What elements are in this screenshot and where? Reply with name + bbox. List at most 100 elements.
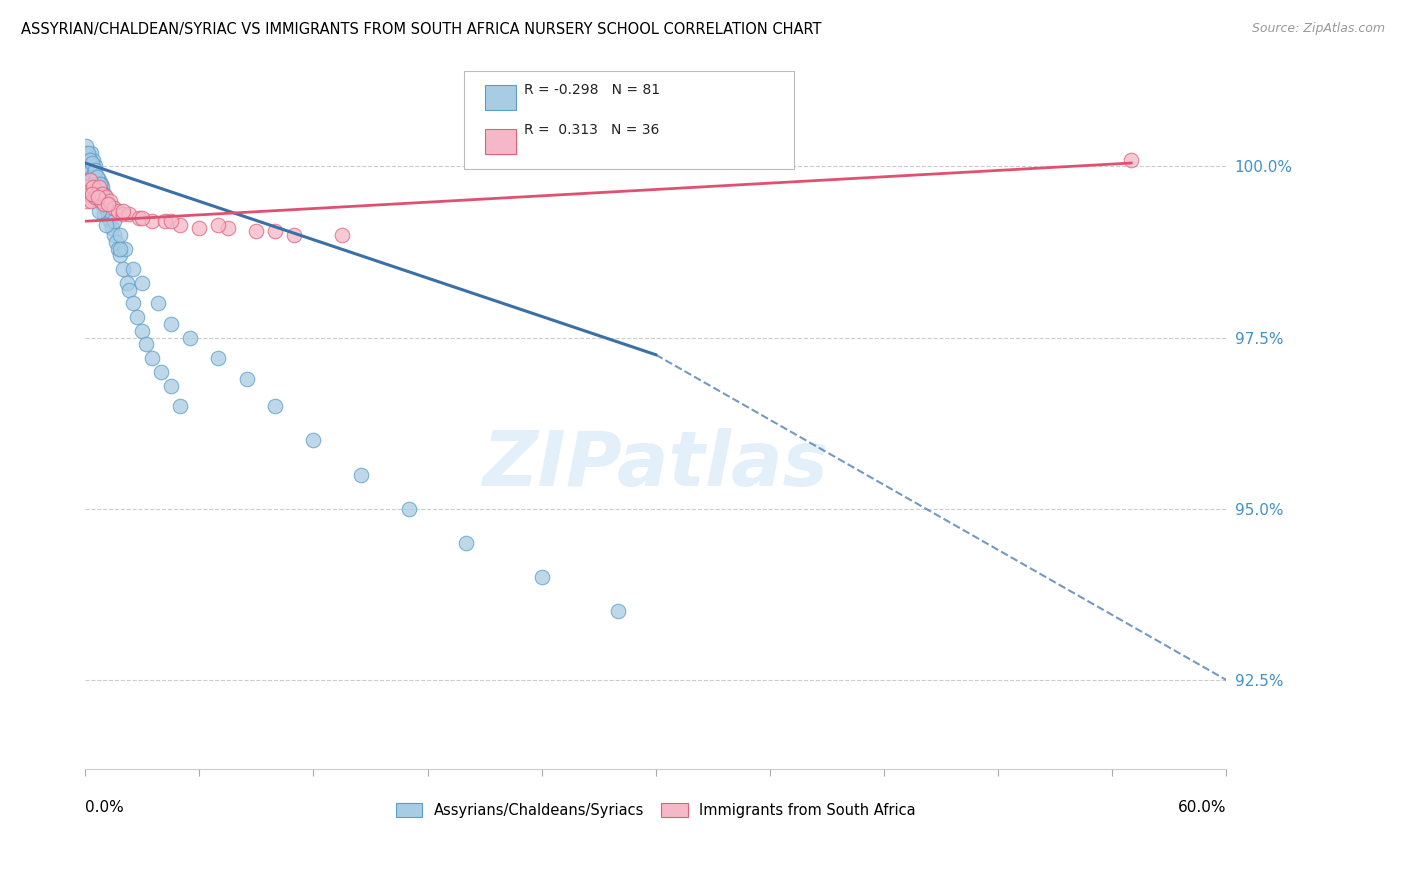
- Point: [91, 180, 114, 194]
- Point: [83, 160, 105, 174]
- Point: [77, 149, 100, 163]
- Text: ASSYRIAN/CHALDEAN/SYRIAC VS IMMIGRANTS FROM SOUTH AFRICA NURSERY SCHOOL CORRELAT: ASSYRIAN/CHALDEAN/SYRIAC VS IMMIGRANTS F…: [21, 22, 821, 37]
- Point: [77, 145, 100, 160]
- Point: [264, 399, 287, 413]
- Point: [112, 262, 135, 277]
- Point: [93, 194, 115, 208]
- Point: [96, 218, 118, 232]
- Point: [153, 214, 176, 228]
- Point: [80, 186, 103, 201]
- Point: [96, 194, 118, 208]
- Point: [93, 186, 115, 201]
- Point: [91, 197, 114, 211]
- Point: [91, 186, 114, 201]
- Point: [77, 186, 100, 201]
- Point: [86, 186, 108, 201]
- Point: [82, 180, 104, 194]
- Point: [236, 372, 259, 386]
- Point: [606, 605, 628, 619]
- Point: [141, 351, 163, 366]
- Text: Source: ZipAtlas.com: Source: ZipAtlas.com: [1251, 22, 1385, 36]
- Point: [79, 156, 101, 170]
- Point: [179, 330, 201, 344]
- Point: [80, 169, 103, 184]
- Point: [80, 156, 103, 170]
- Point: [107, 242, 129, 256]
- Point: [90, 186, 112, 201]
- Point: [89, 183, 111, 197]
- Point: [350, 467, 373, 482]
- Legend: Assyrians/Chaldeans/Syriacs, Immigrants from South Africa: Assyrians/Chaldeans/Syriacs, Immigrants …: [389, 797, 922, 824]
- Point: [97, 197, 120, 211]
- Point: [82, 190, 104, 204]
- Point: [207, 351, 229, 366]
- Point: [118, 283, 141, 297]
- Point: [80, 145, 103, 160]
- Point: [108, 248, 131, 262]
- Point: [169, 399, 191, 413]
- Point: [160, 378, 183, 392]
- Point: [79, 153, 101, 167]
- Point: [207, 218, 229, 232]
- Point: [108, 227, 131, 242]
- Point: [96, 201, 118, 215]
- Point: [112, 207, 135, 221]
- Point: [83, 166, 105, 180]
- Point: [118, 207, 141, 221]
- Point: [245, 225, 267, 239]
- Point: [94, 194, 117, 208]
- Point: [101, 221, 124, 235]
- Point: [114, 242, 136, 256]
- Point: [82, 177, 104, 191]
- Point: [96, 190, 118, 204]
- Point: [530, 570, 553, 584]
- Point: [80, 162, 103, 177]
- Point: [135, 337, 157, 351]
- Point: [97, 197, 120, 211]
- Point: [76, 194, 98, 208]
- Point: [169, 218, 191, 232]
- Point: [93, 207, 115, 221]
- Point: [77, 180, 100, 194]
- Point: [131, 211, 153, 225]
- Point: [125, 310, 148, 324]
- Point: [86, 190, 108, 204]
- Text: R = -0.298   N = 81: R = -0.298 N = 81: [524, 83, 661, 97]
- Point: [89, 177, 111, 191]
- Point: [330, 227, 353, 242]
- Point: [87, 173, 110, 187]
- Text: 0.0%: 0.0%: [86, 799, 124, 814]
- Point: [76, 160, 98, 174]
- Point: [86, 169, 108, 184]
- Point: [104, 235, 127, 249]
- Point: [160, 214, 183, 228]
- Point: [103, 227, 125, 242]
- Point: [98, 203, 121, 218]
- Point: [84, 180, 107, 194]
- Point: [150, 365, 173, 379]
- Point: [76, 145, 98, 160]
- Point: [283, 227, 305, 242]
- Point: [98, 214, 121, 228]
- Point: [398, 501, 420, 516]
- Point: [264, 225, 287, 239]
- Point: [87, 190, 110, 204]
- Point: [103, 201, 125, 215]
- Point: [80, 194, 103, 208]
- Point: [160, 317, 183, 331]
- Text: 60.0%: 60.0%: [1178, 799, 1226, 814]
- Point: [188, 221, 211, 235]
- Point: [121, 262, 143, 277]
- Point: [91, 186, 114, 201]
- Point: [121, 296, 143, 310]
- Point: [217, 221, 239, 235]
- Point: [98, 194, 121, 208]
- Text: R =  0.313   N = 36: R = 0.313 N = 36: [524, 123, 659, 137]
- Point: [97, 207, 120, 221]
- Point: [83, 190, 105, 204]
- Point: [89, 194, 111, 208]
- Point: [131, 324, 153, 338]
- Point: [89, 177, 111, 191]
- Point: [1121, 153, 1143, 167]
- Point: [141, 214, 163, 228]
